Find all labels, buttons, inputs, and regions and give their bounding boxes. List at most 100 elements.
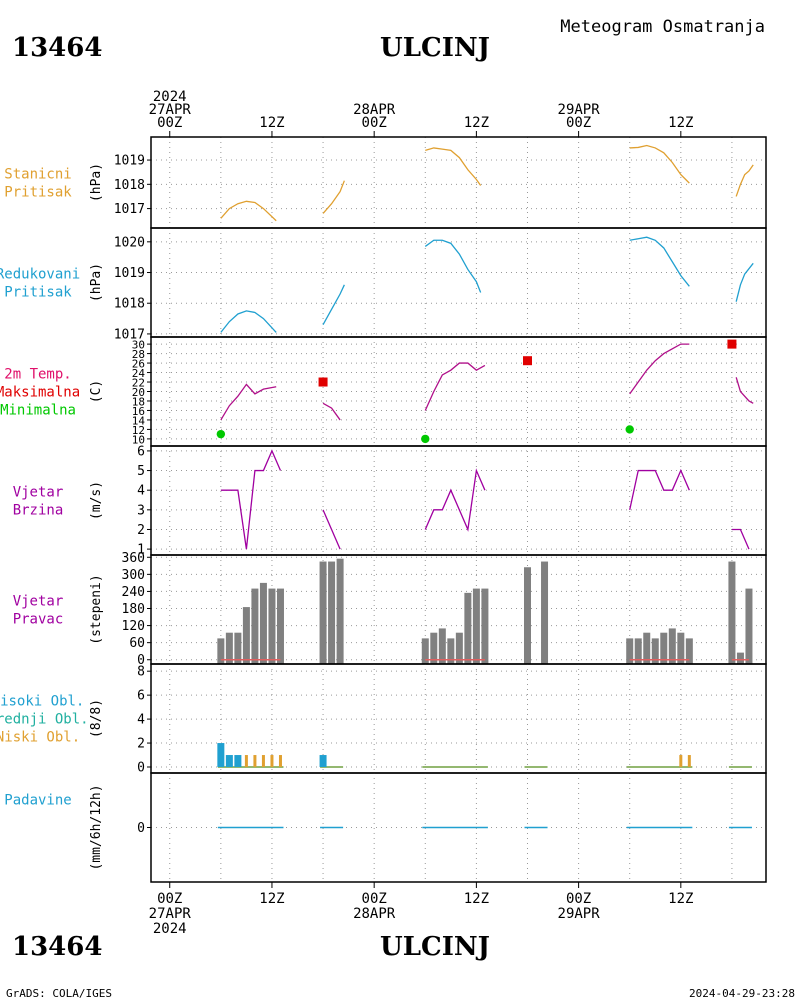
direction-bar [251,588,259,664]
y-tick-label: 180 [122,602,145,617]
time-label: 27APR [149,102,192,118]
y-tick-label: 16 [132,405,145,418]
y-tick-label: 14 [132,414,146,427]
panel-frame [150,772,767,883]
series-line [629,468,690,510]
unit-label: (stepeni) [89,574,104,644]
time-label: 29APR [558,102,601,118]
time-label: 2024 [153,921,187,937]
y-tick-label: 0 [137,761,145,776]
series-line [731,528,750,550]
panel-oblaci: 0 2 4 6 8 Visoki Obl. Srednji Obl. Niski Obl. (8… [0,663,767,776]
panel-label: Stanicni [4,167,71,183]
y-tick-label: 60 [129,636,145,651]
y-tick-label: 2 [137,523,145,538]
direction-bar [651,638,659,664]
direction-bar [541,561,549,664]
direction-bar [234,632,242,664]
direction-bar [481,588,489,664]
low-cloud-bar [261,755,265,768]
temperature-line [735,377,754,404]
y-tick-label: 26 [132,358,145,371]
y-tick-label: 8 [137,665,145,680]
direction-bar [455,632,463,664]
y-tick-label: 1018 [114,297,145,312]
station-id: 13464 [12,33,102,63]
station-name: ULCINJ [380,33,490,63]
y-tick-label: 1019 [114,266,145,281]
series-line [424,239,482,293]
min-temp-marker [625,425,634,434]
y-tick-label: 1020 [114,235,145,250]
temperature-line [322,402,341,421]
panel-label: Maksimalna [0,385,80,401]
direction-bar [523,567,531,664]
y-tick-label: 1018 [114,178,145,193]
time-label: 28APR [353,906,396,922]
direction-bar [217,638,225,664]
panel-frame [150,445,767,556]
temperature-line [424,362,486,411]
unit-label: (m/s) [89,481,104,520]
y-tick-label: 22 [132,377,145,390]
low-cloud-bar [244,755,248,768]
low-cloud-bar [253,755,257,768]
direction-bar [626,638,634,664]
panel-redukovani: 1017 1018 1019 1020 Redukovani Pritisak (hPa) [0,227,767,342]
low-cloud-bar [278,755,282,768]
direction-bar [319,561,327,664]
direction-bar [336,558,344,664]
direction-bar [660,632,668,664]
y-tick-label: 6 [137,689,145,704]
y-tick-label: 300 [122,568,145,583]
high-cloud-bar [225,755,233,768]
time-label: 27APR [149,906,192,922]
time-label: 00Z [362,891,387,907]
y-tick-label: 0 [137,653,145,668]
y-tick-label: 4 [137,484,145,499]
time-label: 12Z [259,115,284,131]
max-temp-marker [522,356,532,366]
series-line [629,236,690,287]
time-label: 00Z [566,891,591,907]
max-temp-marker [727,339,737,349]
panel-frame [150,663,767,774]
unit-label: (hPa) [89,163,104,202]
direction-bar [668,628,676,664]
series-line [322,284,345,326]
panel-label: Brzina [13,503,64,519]
footer-station-name: ULCINJ [380,932,490,962]
time-label: 00Z [566,115,591,131]
credit-text: GrADS: COLA/IGES [6,987,112,1000]
y-tick-label: 2 [137,737,145,752]
footer-station-id: 13464 [12,932,102,962]
direction-bar [685,638,693,664]
panel-vjetar_brzina: 1 2 3 4 5 6 Vjetar Brzina (m/s) [13,444,767,558]
y-tick-label: 360 [122,551,145,566]
series-line [735,262,754,302]
min-temp-marker [421,434,430,444]
y-tick-label: 240 [122,585,145,600]
series-line [424,468,486,532]
direction-bar [438,628,446,664]
time-label: 12Z [668,115,693,131]
panel-frame [150,136,767,229]
time-label: 12Z [668,891,693,907]
time-label: 29APR [558,906,601,922]
unit-label: (8/8) [89,699,104,738]
direction-bar [225,632,233,664]
series-line [322,509,341,550]
time-label: 28APR [353,102,396,118]
panel-label: Padavine [4,793,71,809]
y-tick-label: 1019 [114,154,145,169]
unit-label: (hPa) [89,263,104,302]
panel-label: Visoki Obl. [0,694,84,710]
high-cloud-bar [234,755,242,768]
panel-padavine: 0 Padavine (mm/6h/12h) [4,772,767,883]
series-line [425,147,482,186]
direction-bar [728,561,736,664]
panel-label: Vjetar [13,594,64,610]
